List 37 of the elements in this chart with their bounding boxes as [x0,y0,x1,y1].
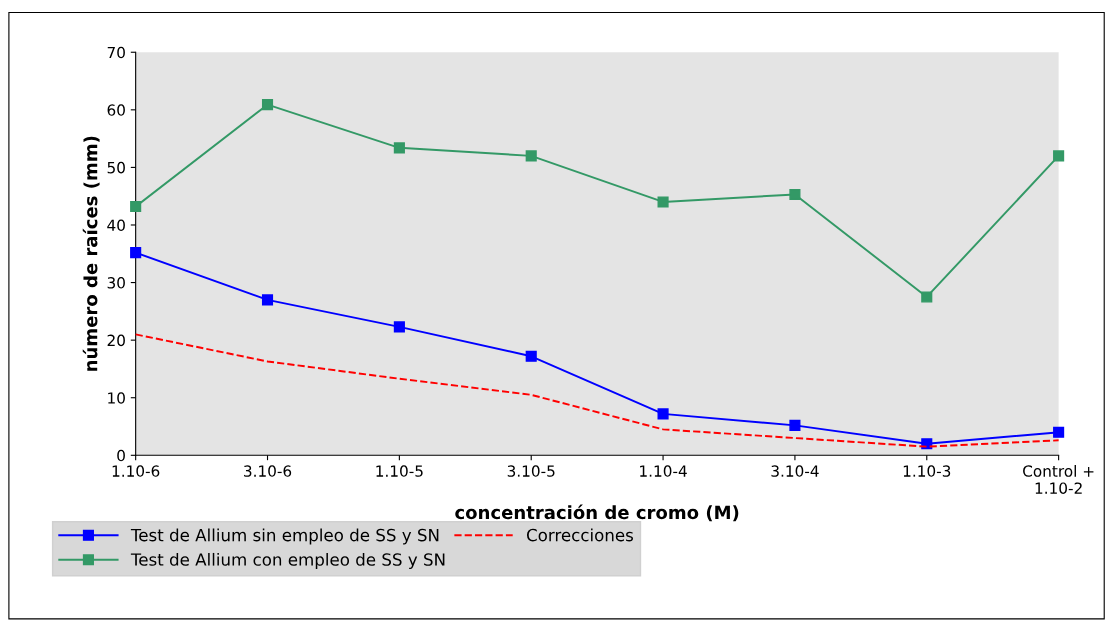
point [261,294,274,306]
point [1053,426,1065,438]
legend-label: Correcciones [526,528,633,542]
x-tick-label: 3.10-4 [771,465,819,477]
x-tick-label: 1.10-4 [640,465,687,477]
y-tick-label: 60 [107,104,125,116]
x-axis-title: concentración de cromo (M) [455,504,739,522]
point [1053,150,1065,162]
point [130,247,142,259]
point [261,99,274,111]
point [921,291,933,303]
y-tick-label: 30 [107,277,125,289]
y-tick-label: 10 [108,392,125,404]
x-tick-label: 3.10-5 [507,465,555,477]
legend-label: Test de Allium sin empleo de SS y SN [130,528,439,545]
y-tick-label: 70 [107,46,125,59]
point [657,408,669,420]
x-tick-label: 1.10-3 [903,465,951,477]
point [130,201,142,213]
point [789,188,801,201]
x-tick-label: 1.10-6 [112,465,160,477]
point [525,350,537,362]
y-tick-label: 40 [107,219,125,232]
legend-label: Test de Allium con empleo de SS y SN [130,552,445,570]
y-tick-label: 50 [107,161,125,174]
point [393,321,405,333]
point [393,142,405,154]
x-tick-label: Control + 1.10-2 [1023,465,1094,494]
y-tick-label: 0 [117,449,125,462]
x-tick-label: 1.10-5 [376,465,423,477]
y-axis-title: número de raíces (mm) [82,136,100,371]
line-series [134,333,1060,448]
x-tick-label: 3.10-6 [244,465,292,477]
point [789,419,801,431]
point [525,150,537,162]
y-tick-label: 20 [107,334,125,347]
point [657,196,669,208]
